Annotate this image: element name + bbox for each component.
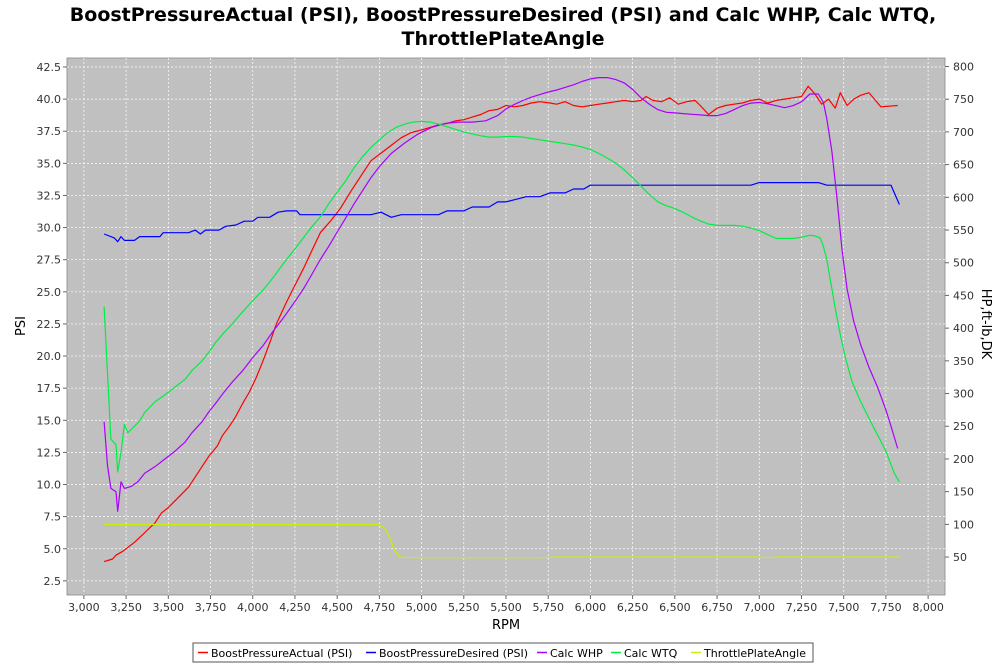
x-tick-label: 3,000 xyxy=(68,601,100,614)
x-tick-label: 7,250 xyxy=(786,601,818,614)
y-left-tick-label: 42.5 xyxy=(37,61,62,74)
y-right-tick-label: 100 xyxy=(953,518,974,531)
series-lines xyxy=(103,76,900,563)
y-right-tick-label: 50 xyxy=(953,551,967,564)
y-right-tick-label: 400 xyxy=(953,322,974,335)
y-left-tick-label: 10.0 xyxy=(37,479,62,492)
series-line-4 xyxy=(104,523,900,559)
x-tick-label: 7,500 xyxy=(828,601,860,614)
y-right-tick-label: 150 xyxy=(953,486,974,499)
y-right-tick-label: 200 xyxy=(953,453,974,466)
y-left-tick-label: 40.0 xyxy=(37,93,62,106)
x-tick-label: 3,500 xyxy=(153,601,185,614)
x-tick-label: 8,000 xyxy=(912,601,944,614)
y-left-tick-label: 27.5 xyxy=(37,254,62,267)
x-axis-label: RPM xyxy=(492,618,520,633)
y-left-tick-label: 35.0 xyxy=(37,157,62,170)
series-line-2 xyxy=(103,76,899,512)
y-left-tick-label: 7.5 xyxy=(44,511,62,524)
y-left-tick-label: 17.5 xyxy=(37,382,62,395)
y-right-tick-label: 800 xyxy=(953,61,974,74)
y-left-tick-label: 15.0 xyxy=(37,414,62,427)
x-tick-label: 7,000 xyxy=(744,601,776,614)
x-tick-label: 6,000 xyxy=(575,601,607,614)
y-left-tick-label: 20.0 xyxy=(37,350,62,363)
x-tick-label: 5,000 xyxy=(406,601,438,614)
y-left-tick-label: 30.0 xyxy=(37,222,62,235)
x-axis: 3,000 3,250 3,500 3,750 4,000 4,250 4,500 4,750… xyxy=(68,595,944,614)
y-axis-left-label: PSI xyxy=(14,316,29,336)
y-right-tick-label: 550 xyxy=(953,224,974,237)
legend-label: BoostPressureActual (PSI) xyxy=(211,647,352,660)
y-left-tick-label: 12.5 xyxy=(37,446,62,459)
legend: BoostPressureActual (PSI) BoostPressureDe… xyxy=(198,647,806,660)
x-tick-label: 4,000 xyxy=(237,601,269,614)
x-tick-label: 5,250 xyxy=(448,601,480,614)
y-left-tick-label: 32.5 xyxy=(37,189,62,202)
series-line-1 xyxy=(103,182,900,243)
y-axis-left: 2.5 5.0 7.5 10.0 12.5 15.0 17.5 20.0 22.5 25.0 27.… xyxy=(37,61,67,588)
x-tick-label: 4,500 xyxy=(321,601,353,614)
grid-lines xyxy=(67,58,945,595)
x-tick-label: 4,250 xyxy=(279,601,311,614)
y-left-tick-label: 22.5 xyxy=(37,318,62,331)
y-right-tick-label: 450 xyxy=(953,289,974,302)
y-right-tick-label: 350 xyxy=(953,355,974,368)
chart-title-line-1: BoostPressureActual (PSI), BoostPressure… xyxy=(70,4,936,26)
y-right-tick-label: 500 xyxy=(953,257,974,270)
y-left-tick-label: 5.0 xyxy=(44,543,62,556)
y-right-tick-label: 600 xyxy=(953,191,974,204)
x-tick-label: 7,750 xyxy=(870,601,902,614)
y-right-tick-label: 750 xyxy=(953,93,974,106)
x-tick-label: 5,500 xyxy=(490,601,522,614)
x-tick-label: 5,750 xyxy=(532,601,564,614)
x-tick-label: 3,750 xyxy=(195,601,227,614)
x-tick-label: 3,250 xyxy=(110,601,142,614)
x-tick-label: 4,750 xyxy=(364,601,396,614)
y-axis-right: 50 100 150 200 250 300 350 400 450 500 550 600 650 70… xyxy=(945,61,974,564)
y-left-tick-label: 25.0 xyxy=(37,286,62,299)
series-line-3 xyxy=(103,120,900,483)
x-tick-label: 6,250 xyxy=(617,601,649,614)
series-line-0 xyxy=(103,85,898,563)
y-right-tick-label: 650 xyxy=(953,159,974,172)
legend-label: ThrottlePlateAngle xyxy=(703,647,806,660)
legend-box xyxy=(192,642,814,663)
y-right-tick-label: 700 xyxy=(953,126,974,139)
y-left-tick-label: 2.5 xyxy=(44,575,62,588)
legend-label: BoostPressureDesired (PSI) xyxy=(379,647,528,660)
x-tick-label: 6,500 xyxy=(659,601,691,614)
y-right-tick-label: 300 xyxy=(953,388,974,401)
chart-title-line-2: ThrottlePlateAngle xyxy=(402,28,605,50)
legend-label: Calc WHP xyxy=(550,647,603,660)
x-tick-label: 6,750 xyxy=(701,601,733,614)
y-axis-right-label: HP,ft-lb,DK xyxy=(978,289,993,360)
y-left-tick-label: 37.5 xyxy=(37,125,62,138)
legend-label: Calc WTQ xyxy=(624,647,678,660)
y-right-tick-label: 250 xyxy=(953,420,974,433)
